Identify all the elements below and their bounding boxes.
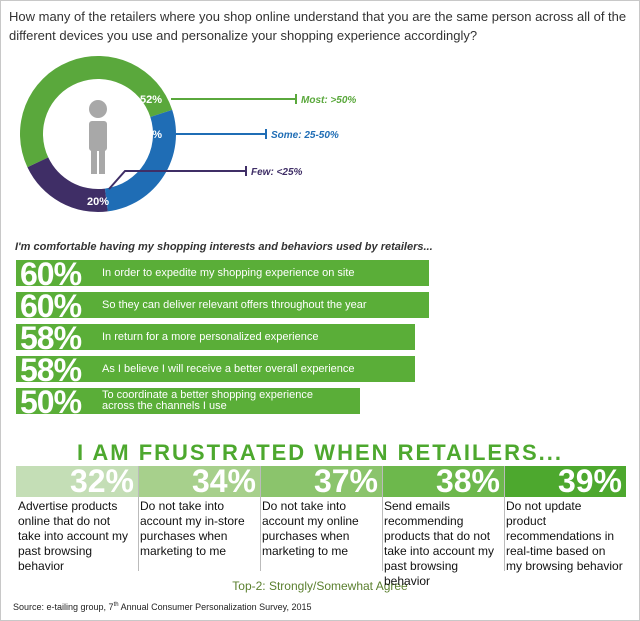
value-label: 38% — [435, 463, 500, 499]
value-label: 34% — [191, 463, 256, 499]
description: Do not take into account my in-store pur… — [140, 499, 245, 558]
donut-segment — [27, 157, 108, 212]
bar: 60% So they can deliver relevant offers t… — [16, 288, 429, 324]
bar: 58% In return for a more personalized exp… — [16, 320, 416, 356]
value-label: 60% — [20, 288, 82, 324]
question: How many of the retailers where you shop… — [9, 9, 627, 43]
bar-label: In order to expedite my shopping experie… — [102, 266, 355, 279]
bar: 60% In order to expedite my shopping expe… — [16, 256, 429, 292]
percent-box: 38% — [382, 463, 504, 499]
percent-box: 32% — [16, 463, 138, 499]
description: Send emails recommending products that d… — [384, 499, 495, 588]
legend-label: Most: >50% — [301, 95, 356, 106]
value-label: 58% — [20, 320, 82, 356]
value-label: 28% — [140, 129, 162, 141]
bar-label: In return for a more personalized experi… — [102, 330, 319, 343]
source-sup: th — [113, 602, 119, 608]
value-label: 52% — [140, 94, 162, 106]
percent-box: 37% — [260, 463, 382, 499]
bars-title: I'm comfortable having my shopping inter… — [15, 241, 433, 253]
separator — [260, 466, 261, 571]
source-text: Annual Consumer Personalization Survey, … — [118, 602, 312, 612]
value-label: 50% — [20, 384, 82, 420]
value-label: 39% — [557, 463, 622, 499]
separator — [504, 466, 505, 571]
value-label: 37% — [313, 463, 378, 499]
donut-segment — [19, 55, 173, 168]
value-label: 32% — [69, 463, 134, 499]
bar-label: As I believe I will receive a better ove… — [102, 362, 355, 375]
value-label: 20% — [87, 196, 109, 208]
bar-label: So they can deliver relevant offers thro… — [102, 298, 367, 311]
donut-segment — [104, 109, 176, 212]
percent-box: 34% — [138, 463, 260, 499]
source: Source: e-tailing group, 7th Annual Cons… — [13, 602, 312, 612]
separator — [382, 466, 383, 571]
percent-box: 39% — [504, 463, 626, 499]
legend-label: Some: 25-50% — [271, 130, 339, 141]
donut-chart: 52% Most: >50% 28% Some: 25-50% 20% Few: <25% — [19, 55, 356, 212]
separator — [138, 466, 139, 571]
callout-line — [108, 170, 246, 190]
frustration-title: I AM FRUSTRATED WHEN RETAILERS... — [76, 440, 564, 465]
description: Advertise products online that do not ta… — [18, 499, 129, 573]
legend-label: Few: <25% — [251, 167, 303, 178]
description: Do not update product recommendations in… — [506, 499, 623, 573]
value-label: 60% — [20, 256, 82, 292]
description: Do not take into account my online purch… — [262, 499, 359, 558]
source-text: Source: e-tailing group, 7 — [13, 602, 114, 612]
bar: 58% As I believe I will receive a better … — [16, 352, 416, 388]
person-icon — [89, 100, 107, 174]
bar-label: To coordinate a better shopping experien… — [102, 389, 313, 412]
note: Top-2: Strongly/Somewhat Agree — [232, 579, 408, 593]
value-label: 58% — [20, 352, 82, 388]
bar: 50% To coordinate a better shopping exper… — [16, 384, 361, 420]
